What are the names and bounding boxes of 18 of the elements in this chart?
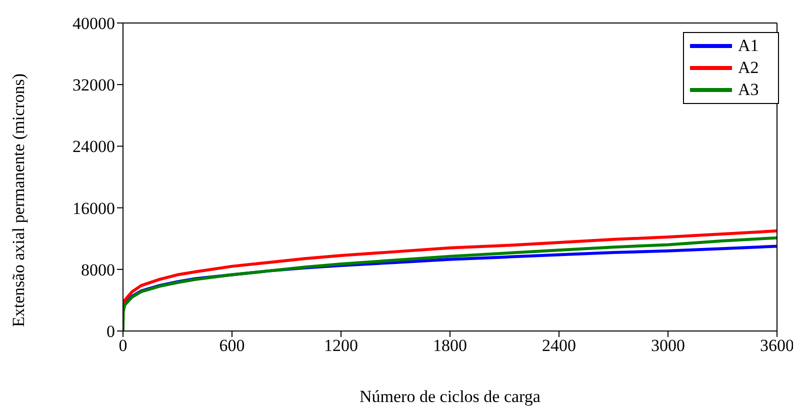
x-tick-label: 2400: [542, 336, 576, 356]
y-tick-label: 40000: [72, 14, 115, 34]
x-tick-label: 0: [118, 336, 128, 356]
x-tick-label: 3600: [760, 336, 794, 356]
x-tick-label: 1800: [433, 336, 467, 356]
y-tick-label: 16000: [72, 198, 115, 218]
x-tick-label: 600: [219, 336, 245, 356]
y-tick-label: 0: [106, 322, 115, 342]
legend-label: A1: [738, 35, 759, 57]
x-tick-label: 1200: [324, 336, 358, 356]
legend-label: A3: [738, 79, 759, 101]
y-tick-label: 8000: [81, 260, 115, 280]
y-tick-label: 32000: [72, 76, 115, 95]
y-tick-label: 24000: [72, 137, 115, 156]
x-tick-label: 3000: [651, 336, 685, 356]
y-axis-title: Extensão axial permanente (microns): [9, 74, 28, 327]
x-axis-title: Número de ciclos de carga: [360, 387, 541, 406]
legend-label: A2: [738, 57, 759, 79]
